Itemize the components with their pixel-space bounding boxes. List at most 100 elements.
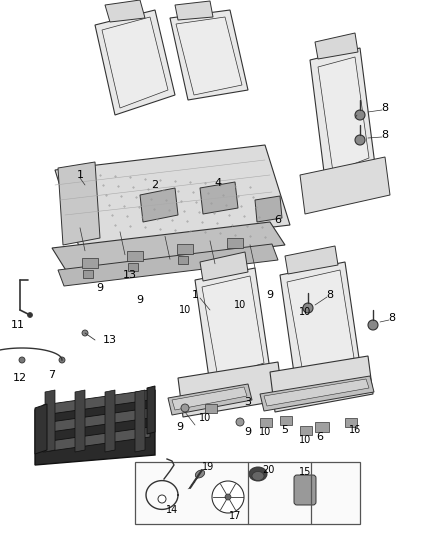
Text: 9: 9 <box>177 422 184 432</box>
Text: 3: 3 <box>244 397 251 407</box>
Text: 8: 8 <box>381 130 389 140</box>
Polygon shape <box>200 182 238 214</box>
Polygon shape <box>43 390 150 415</box>
Circle shape <box>303 303 313 313</box>
Polygon shape <box>52 222 285 272</box>
Text: 12: 12 <box>13 373 27 383</box>
Polygon shape <box>318 57 369 172</box>
Text: 9: 9 <box>244 427 251 437</box>
Polygon shape <box>55 145 290 250</box>
Circle shape <box>236 418 244 426</box>
Text: 16: 16 <box>349 425 361 435</box>
Bar <box>83 270 93 278</box>
Circle shape <box>82 330 88 336</box>
Polygon shape <box>270 356 373 412</box>
Circle shape <box>225 494 231 500</box>
Bar <box>127 251 143 261</box>
Bar <box>178 256 188 264</box>
Text: 8: 8 <box>326 290 334 300</box>
Text: 10: 10 <box>299 307 311 317</box>
Text: 10: 10 <box>199 413 211 423</box>
Circle shape <box>212 481 244 513</box>
Bar <box>177 244 193 254</box>
Text: 2: 2 <box>152 180 159 190</box>
Polygon shape <box>75 390 85 452</box>
Circle shape <box>59 357 65 363</box>
Text: 4: 4 <box>215 178 222 188</box>
Bar <box>128 263 138 271</box>
Polygon shape <box>202 276 264 378</box>
Polygon shape <box>315 33 358 59</box>
Text: 13: 13 <box>103 335 117 345</box>
Text: 8: 8 <box>381 103 389 113</box>
Text: 15: 15 <box>299 467 311 477</box>
Circle shape <box>355 110 365 120</box>
Polygon shape <box>147 386 155 434</box>
Polygon shape <box>105 390 115 452</box>
Bar <box>280 416 292 425</box>
Polygon shape <box>255 196 282 222</box>
Circle shape <box>368 320 378 330</box>
Text: 1: 1 <box>191 290 198 300</box>
Text: 14: 14 <box>166 505 178 515</box>
Text: 9: 9 <box>137 295 144 305</box>
Text: 17: 17 <box>229 511 241 521</box>
Polygon shape <box>176 17 242 95</box>
Text: 10: 10 <box>234 300 246 310</box>
Polygon shape <box>195 268 270 385</box>
Polygon shape <box>310 48 375 180</box>
Bar <box>300 426 312 435</box>
Text: 6: 6 <box>275 215 282 225</box>
Text: 20: 20 <box>262 465 274 475</box>
Text: 10: 10 <box>179 305 191 315</box>
Polygon shape <box>35 404 47 454</box>
Polygon shape <box>35 390 155 465</box>
Polygon shape <box>300 157 390 214</box>
Bar <box>345 418 357 427</box>
Text: 13: 13 <box>123 270 137 280</box>
Text: 1: 1 <box>77 170 84 180</box>
Polygon shape <box>43 427 150 452</box>
Polygon shape <box>58 244 278 286</box>
Polygon shape <box>58 162 100 245</box>
Polygon shape <box>285 246 338 274</box>
Circle shape <box>158 495 166 503</box>
Polygon shape <box>95 10 175 115</box>
Circle shape <box>28 312 32 318</box>
Polygon shape <box>102 17 168 108</box>
Polygon shape <box>140 188 178 222</box>
Polygon shape <box>172 387 247 410</box>
Text: 6: 6 <box>317 432 324 442</box>
Text: 9: 9 <box>266 290 274 300</box>
Polygon shape <box>135 390 145 452</box>
Circle shape <box>181 404 189 412</box>
Bar <box>82 258 98 268</box>
Text: 5: 5 <box>282 425 289 435</box>
Polygon shape <box>175 1 213 20</box>
Polygon shape <box>260 376 374 411</box>
Text: 10: 10 <box>299 435 311 445</box>
Polygon shape <box>264 379 369 406</box>
Circle shape <box>355 135 365 145</box>
Polygon shape <box>170 10 248 100</box>
Ellipse shape <box>252 472 264 481</box>
Polygon shape <box>43 408 150 433</box>
Polygon shape <box>287 270 354 373</box>
Polygon shape <box>200 252 248 281</box>
Ellipse shape <box>195 470 205 478</box>
Text: 8: 8 <box>389 313 396 323</box>
Polygon shape <box>168 384 252 415</box>
Bar <box>315 422 329 432</box>
Polygon shape <box>280 262 360 380</box>
Polygon shape <box>105 0 145 22</box>
Text: 10: 10 <box>259 427 271 437</box>
Polygon shape <box>178 362 283 417</box>
Text: 19: 19 <box>202 462 214 472</box>
Circle shape <box>19 357 25 363</box>
FancyBboxPatch shape <box>294 475 316 505</box>
Bar <box>260 418 272 427</box>
Text: 7: 7 <box>49 370 56 380</box>
Text: 9: 9 <box>96 283 103 293</box>
Polygon shape <box>45 390 55 452</box>
Ellipse shape <box>249 467 267 481</box>
